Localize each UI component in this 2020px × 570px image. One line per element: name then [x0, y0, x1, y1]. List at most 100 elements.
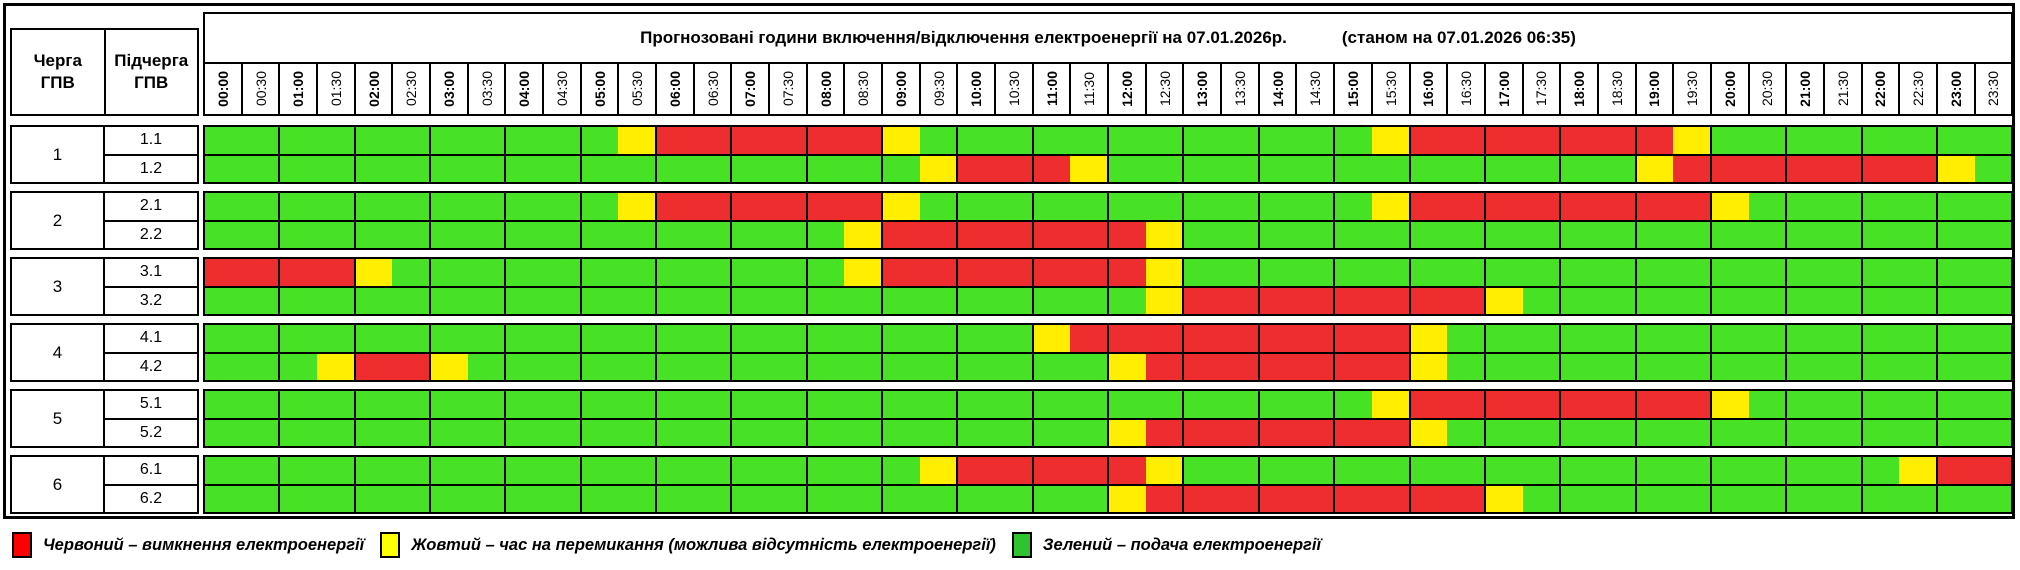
schedule-cell: [844, 353, 884, 380]
schedule-cell: [581, 193, 619, 220]
schedule-cell: [1485, 457, 1523, 484]
time-slot-text: 03:00: [440, 71, 457, 107]
legend: Червоний – вимкнення електроенергії Жовти…: [12, 532, 1337, 558]
schedule-cell: [1485, 127, 1523, 154]
schedule-cell: [1937, 221, 1975, 248]
schedule-cell: [1862, 287, 1900, 314]
time-slot-text: 18:00: [1571, 71, 1588, 107]
schedule-cell: [1673, 127, 1712, 154]
schedule-cell: [280, 457, 318, 484]
schedule-cell: [1259, 485, 1297, 512]
schedule-cell: [543, 221, 582, 248]
time-slot-label: 17:30: [1524, 64, 1562, 114]
schedule-row-4.2: [205, 353, 2012, 380]
schedule-cell: [467, 485, 507, 512]
schedule-cell: [1561, 193, 1598, 220]
time-slot-text: 15:00: [1344, 71, 1361, 107]
schedule-cell: [1221, 419, 1260, 446]
schedule-cell: [1561, 127, 1598, 154]
schedule-cell: [1561, 155, 1598, 182]
schedule-cell: [431, 221, 468, 248]
schedule-cell: [317, 391, 356, 418]
schedule-cell: [1371, 221, 1411, 248]
row-header-columns: Черга ГПВ Підчерга ГПВ: [10, 28, 199, 116]
schedule-cell: [1070, 155, 1110, 182]
time-slot-text: 11:30: [1081, 72, 1098, 106]
time-slot-label: 16:30: [1448, 64, 1486, 114]
schedule-cell: [1371, 155, 1411, 182]
schedule-cell: [1522, 325, 1562, 352]
schedule-cell: [205, 259, 242, 286]
schedule-cell: [1787, 155, 1824, 182]
queue-number: 1: [12, 127, 105, 182]
schedule-cell: [1974, 419, 2012, 446]
schedule-cell: [1862, 353, 1900, 380]
schedule-cell: [431, 419, 468, 446]
time-slot-label: 01:30: [318, 64, 356, 114]
legend-item: Жовтий – час на перемикання (можлива від…: [380, 532, 996, 558]
schedule-cell: [467, 127, 507, 154]
schedule-cell: [1371, 259, 1411, 286]
schedule-cell: [657, 259, 694, 286]
schedule-cell: [1899, 485, 1938, 512]
schedule-cell: [657, 391, 694, 418]
time-slot-label: 02:00: [356, 64, 394, 114]
schedule-cell: [317, 259, 356, 286]
schedule-cell: [1823, 419, 1863, 446]
subqueue-labels: 5.1 5.2: [105, 391, 197, 446]
time-slot-label: 15:30: [1373, 64, 1411, 114]
schedule-grid-queue-6: [203, 455, 2013, 514]
schedule-cell: [1636, 457, 1674, 484]
schedule-cell: [392, 391, 432, 418]
schedule-cell: [280, 391, 318, 418]
schedule-cell: [1974, 259, 2012, 286]
schedule-cell: [1485, 155, 1523, 182]
time-slot-text: 00:30: [252, 71, 269, 107]
schedule-cell: [241, 193, 281, 220]
schedule-cell: [581, 325, 619, 352]
schedule-cell: [1636, 485, 1674, 512]
schedule-cell: [958, 457, 996, 484]
schedule-cell: [1371, 193, 1411, 220]
schedule-cell: [1033, 221, 1071, 248]
schedule-cell: [657, 155, 694, 182]
schedule-cell: [958, 391, 996, 418]
schedule-cell: [1937, 391, 1975, 418]
schedule-cell: [1296, 127, 1336, 154]
time-slot-text: 21:00: [1797, 71, 1814, 107]
schedule-cell: [1597, 391, 1637, 418]
schedule-cell: [280, 259, 318, 286]
schedule-cell: [1597, 221, 1637, 248]
schedule-cell: [995, 457, 1034, 484]
schedule-cell: [995, 287, 1034, 314]
schedule-cell: [1335, 127, 1372, 154]
schedule-cell: [732, 353, 770, 380]
queue-number: 3: [12, 259, 105, 314]
time-slot-label: 13:30: [1222, 64, 1260, 114]
schedule-cell: [1899, 155, 1938, 182]
schedule-cell: [543, 127, 582, 154]
schedule-cell: [769, 419, 808, 446]
schedule-cell: [1748, 127, 1788, 154]
schedule-cell: [205, 419, 242, 446]
schedule-cell: [1974, 193, 2012, 220]
schedule-cell: [1711, 193, 1749, 220]
legend-swatch: [1011, 532, 1032, 558]
schedule-cell: [1823, 193, 1863, 220]
schedule-cell: [1673, 419, 1712, 446]
schedule-cell: [1184, 259, 1222, 286]
schedule-cell: [543, 193, 582, 220]
time-slot-text: 12:00: [1118, 71, 1135, 107]
schedule-cell: [581, 419, 619, 446]
schedule-cell: [769, 287, 808, 314]
schedule-cell: [1673, 457, 1712, 484]
schedule-cell: [1145, 419, 1185, 446]
schedule-cell: [807, 287, 845, 314]
queue-column-header: Черга ГПВ: [12, 30, 106, 114]
schedule-cell: [1447, 193, 1486, 220]
schedule-cell: [1184, 325, 1222, 352]
subqueue-label-4.2: 4.2: [139, 357, 163, 375]
schedule-cell: [1636, 259, 1674, 286]
schedule-cell: [581, 155, 619, 182]
schedule-cell: [467, 325, 507, 352]
